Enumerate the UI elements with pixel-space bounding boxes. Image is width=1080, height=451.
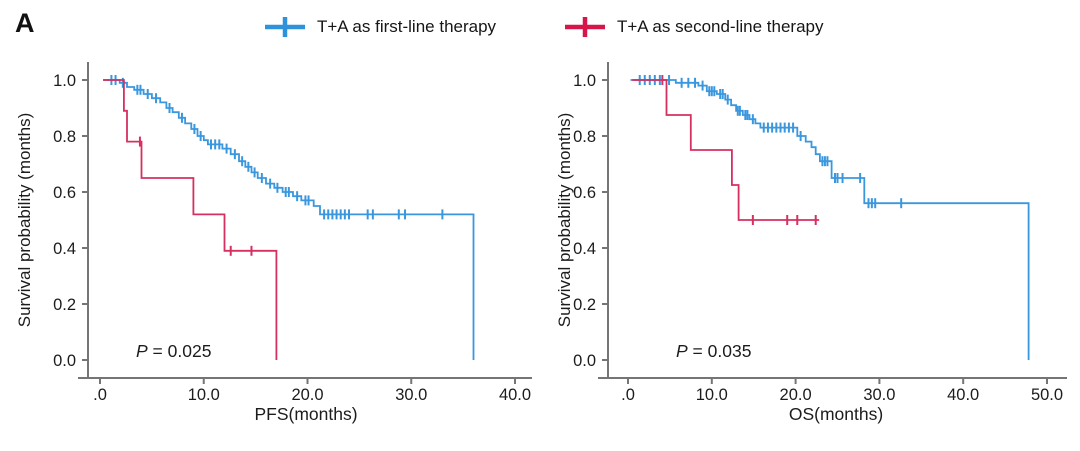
y-tick-label: 0.6 <box>573 184 596 202</box>
y-tick-label: 1.0 <box>53 72 76 90</box>
survival-curve <box>103 79 475 360</box>
y-tick-label: 0.4 <box>53 240 76 258</box>
x-tick-label: 30.0 <box>395 386 427 404</box>
x-tick-label: 10.0 <box>696 386 728 404</box>
y-tick-label: 0.4 <box>573 240 596 258</box>
y-axis-title: Survival probability (months) <box>15 113 34 327</box>
x-tick-label: 20.0 <box>780 386 812 404</box>
panel-label: A <box>15 8 35 38</box>
y-tick-label: 0.8 <box>573 128 596 146</box>
y-tick-label: 0.2 <box>573 296 596 314</box>
survival-curve <box>632 79 820 221</box>
series-first-line <box>103 75 475 360</box>
plus-marker-icon <box>565 17 605 37</box>
legend-item-second-line: T+A as second-line therapy <box>562 12 823 42</box>
y-tick-label: 0.6 <box>53 184 76 202</box>
censor-marks <box>138 136 253 256</box>
survival-curve <box>103 79 278 360</box>
p-value-annotation: P = 0.035 <box>676 341 751 361</box>
x-tick-label: 40.0 <box>499 386 531 404</box>
x-tick-label: 40.0 <box>947 386 979 404</box>
axes: .0 10.0 20.0 30.0 40.0 0.0 0.2 0.4 0.6 0.8 1.0 <box>53 62 532 404</box>
x-tick-label: 30.0 <box>863 386 895 404</box>
legend-item-first-line: T+A as first-line therapy <box>262 12 496 42</box>
y-tick-label: 0.8 <box>53 128 76 146</box>
series-second-line <box>103 79 278 360</box>
censor-marks <box>110 75 444 220</box>
pfs-survival-chart: .0 10.0 20.0 30.0 40.0 0.0 0.2 0.4 0.6 0.8 1.0 PFS(… <box>15 62 532 424</box>
plus-marker-icon <box>265 17 305 37</box>
x-tick-label: 50.0 <box>1031 386 1063 404</box>
x-tick-label: 20.0 <box>291 386 323 404</box>
x-axis-title: OS(months) <box>789 404 883 424</box>
x-tick-label: .0 <box>93 386 107 404</box>
x-axis-title: PFS(months) <box>254 404 357 424</box>
axes: .0 10.0 20.0 30.0 40.0 50.0 0.0 0.2 0.4 0.6 0.8 1.0 <box>573 62 1067 404</box>
y-tick-label: 0.0 <box>53 352 76 370</box>
y-tick-label: 0.2 <box>53 296 76 314</box>
series-second-line <box>632 75 820 225</box>
y-tick-label: 0.0 <box>573 352 596 370</box>
os-survival-chart: .0 10.0 20.0 30.0 40.0 50.0 0.0 0.2 0.4 0.6 0.8 1.0… <box>555 62 1067 424</box>
y-axis-title: Survival probability (months) <box>555 113 574 327</box>
legend-label-second-line: T+A as second-line therapy <box>617 17 824 36</box>
censor-marks <box>638 75 903 209</box>
x-tick-label: 10.0 <box>188 386 220 404</box>
censor-marks <box>661 75 817 225</box>
y-tick-label: 1.0 <box>573 72 596 90</box>
legend-label-first-line: T+A as first-line therapy <box>317 17 497 36</box>
p-value-annotation: P = 0.025 <box>136 341 211 361</box>
x-tick-label: .0 <box>621 386 635 404</box>
